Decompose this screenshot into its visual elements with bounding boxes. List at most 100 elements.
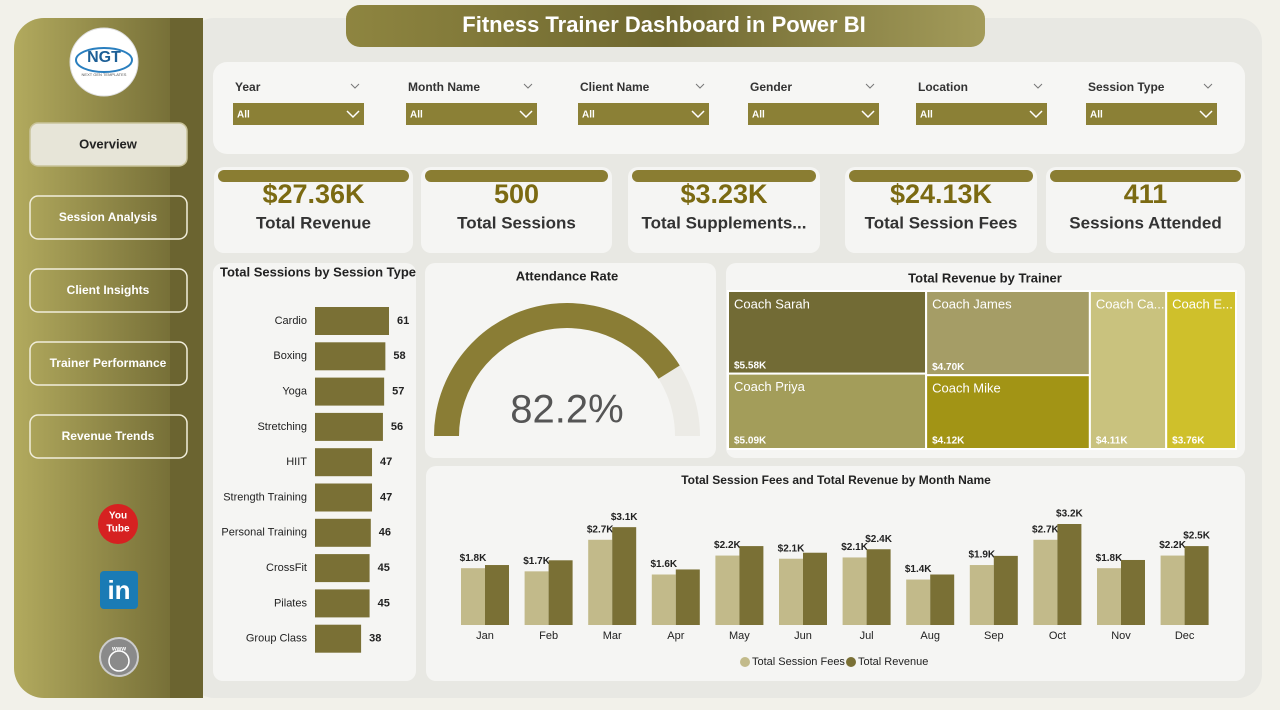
nav-label[interactable]: Session Analysis <box>59 210 158 224</box>
kpi-label: Total Sessions <box>457 213 576 232</box>
cell-value: $5.09K <box>734 436 767 447</box>
youtube-icon[interactable] <box>98 504 138 544</box>
x-tick-label: Aug <box>920 630 940 642</box>
x-tick-label: Nov <box>1111 630 1131 642</box>
bar <box>315 307 389 335</box>
nav-label[interactable]: Client Insights <box>67 283 150 297</box>
chart-title: Total Sessions by Session Type <box>220 264 416 279</box>
data-label: $1.6K <box>650 559 677 570</box>
legend-marker <box>740 657 750 667</box>
filter-panel <box>213 62 1245 154</box>
kpi-strip <box>1050 170 1241 182</box>
filter-label: Gender <box>750 80 792 94</box>
x-tick-label: Dec <box>1175 630 1195 642</box>
bar <box>1160 555 1185 625</box>
chart-title: Attendance Rate <box>516 268 619 283</box>
cell-label: Coach Ca... <box>1096 296 1165 311</box>
category-label: Personal Training <box>221 527 307 539</box>
bar <box>651 574 676 625</box>
bar <box>1057 524 1082 625</box>
gauge-fill <box>434 303 680 436</box>
cell-label: Coach E... <box>1172 296 1233 311</box>
bar <box>1121 559 1145 625</box>
category-label: Boxing <box>273 350 307 362</box>
data-label: $1.4K <box>905 564 932 575</box>
x-tick-label: Jul <box>860 630 874 642</box>
nav-label[interactable]: Revenue Trends <box>62 429 155 443</box>
bar <box>315 589 370 618</box>
kpi-value: 411 <box>1124 179 1168 209</box>
nav-label[interactable]: Trainer Performance <box>50 356 167 370</box>
cell-label: Coach Mike <box>932 381 1001 396</box>
cell-label: Coach Sarah <box>734 296 810 311</box>
kpi-card <box>845 167 1037 253</box>
bar <box>524 571 549 625</box>
filter-dropdown[interactable] <box>916 103 1047 125</box>
bar <box>779 558 803 625</box>
filter-value: All <box>410 110 423 121</box>
dropdown-chevron <box>346 110 360 119</box>
bar <box>906 579 931 625</box>
nav-button[interactable] <box>29 122 188 167</box>
x-tick-label: Jun <box>794 630 812 642</box>
data-label: $3.1K <box>611 512 638 523</box>
bar <box>315 448 373 477</box>
bar <box>461 568 485 625</box>
logo-text: NGT <box>87 49 121 66</box>
category-label: Yoga <box>282 386 308 398</box>
bar <box>1097 568 1121 625</box>
legend-label: Total Revenue <box>858 656 928 668</box>
filter-value: All <box>752 110 765 121</box>
bar <box>315 483 373 512</box>
category-label: HIIT <box>286 456 307 468</box>
bar <box>993 555 1018 625</box>
web-icon[interactable] <box>99 637 139 677</box>
chart-title: Total Session Fees and Total Revenue by … <box>681 473 991 487</box>
category-label: CrossFit <box>266 562 307 574</box>
linkedin-icon[interactable] <box>100 571 138 609</box>
bar <box>739 546 764 625</box>
category-label: Group Class <box>246 633 308 645</box>
data-label: $2.2K <box>1159 540 1186 551</box>
x-tick-label: Apr <box>667 630 684 642</box>
legend-marker <box>846 657 856 667</box>
filter-dropdown[interactable] <box>406 103 537 125</box>
kpi-label: Total Supplements... <box>642 213 807 232</box>
filter-dropdown[interactable] <box>1086 103 1217 125</box>
data-label: $2.4K <box>865 534 892 545</box>
filter-chevron <box>1033 83 1043 89</box>
bar <box>675 569 700 625</box>
page-title: Fitness Trainer Dashboard in Power BI <box>462 12 865 37</box>
filter-dropdown[interactable] <box>748 103 879 125</box>
filter-value: All <box>237 110 250 121</box>
category-label: Strength Training <box>223 491 307 503</box>
dropdown-chevron <box>861 110 875 119</box>
bar <box>315 624 362 653</box>
cell-label: Coach James <box>932 296 1012 311</box>
filter-dropdown[interactable] <box>233 103 364 125</box>
x-tick-label: Sep <box>984 630 1004 642</box>
filter-label: Year <box>235 80 261 94</box>
data-label: 46 <box>379 527 391 539</box>
data-label: 61 <box>397 315 409 327</box>
nav-button[interactable] <box>29 341 188 386</box>
kpi-card <box>214 167 413 253</box>
chart-title: Total Revenue by Trainer <box>908 270 1062 285</box>
data-label: $2.7K <box>1032 524 1059 535</box>
nav-button[interactable] <box>29 195 188 240</box>
filter-label: Client Name <box>580 80 650 94</box>
filter-value: All <box>920 110 933 121</box>
kpi-value: $3.23K <box>680 179 768 209</box>
bar <box>485 565 509 625</box>
filter-value: All <box>1090 110 1103 121</box>
logo-ring <box>75 47 133 73</box>
nav-label[interactable]: Overview <box>79 136 138 151</box>
data-label: 47 <box>380 491 392 503</box>
filter-dropdown[interactable] <box>578 103 709 125</box>
kpi-label: Total Session Fees <box>865 213 1018 232</box>
nav-button[interactable] <box>29 414 188 459</box>
x-tick-label: Oct <box>1049 630 1066 642</box>
data-label: $2.7K <box>587 524 614 535</box>
nav-button[interactable] <box>29 268 188 313</box>
category-label: Cardio <box>275 315 307 327</box>
